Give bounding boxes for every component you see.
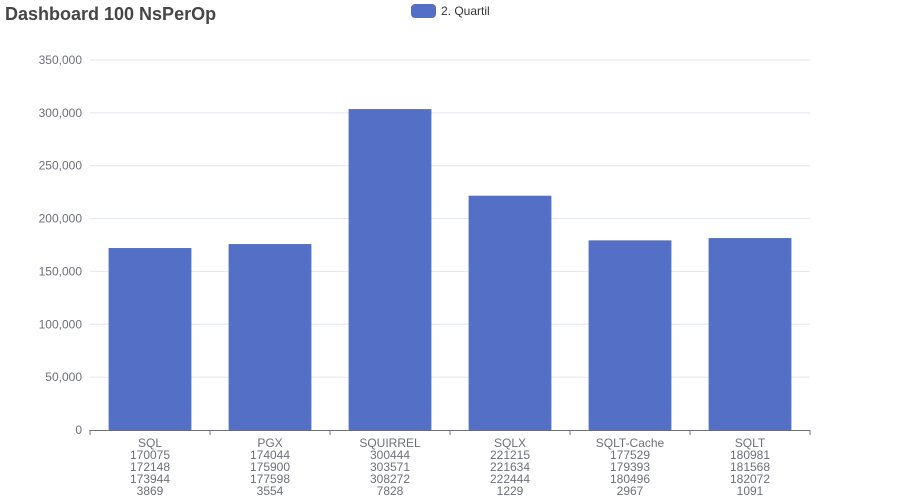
x-tick-label: SQL [138,436,162,450]
x-tick-label: SQLT-Cache [596,436,665,450]
bar-sql [108,248,192,430]
x-tick-label: SQLX [494,436,526,450]
y-tick-label: 150,000 [39,264,83,278]
x-tick-sublabel: 303571 [370,460,410,474]
x-tick-sublabel: 175900 [250,460,290,474]
x-tick-sublabel: 170075 [130,448,170,462]
x-tick-sublabel: 2967 [617,484,644,498]
bar-squirrel [348,109,432,430]
x-tick-sublabel: 179393 [610,460,650,474]
legend-item-series[interactable]: 2. Quartil [411,4,490,18]
x-tick-label: PGX [257,436,282,450]
y-tick-label: 0 [75,423,82,437]
x-tick-sublabel: 7828 [377,484,404,498]
x-tick-sublabel: 221634 [490,460,530,474]
x-tick-label: SQUIRREL [359,436,421,450]
x-tick-sublabel: 221215 [490,448,530,462]
x-tick-sublabel: 1091 [737,484,764,498]
legend-label: 2. Quartil [441,4,490,18]
chart-title: Dashboard 100 NsPerOp [5,4,217,24]
y-tick-label: 50,000 [45,370,82,384]
x-tick-sublabel: 182072 [730,472,770,486]
x-tick-sublabel: 308272 [370,472,410,486]
x-tick-sublabel: 177598 [250,472,290,486]
y-tick-label: 100,000 [39,317,83,331]
x-tick-sublabel: 300444 [370,448,410,462]
legend-swatch [411,4,436,18]
x-tick-sublabel: 174044 [250,448,290,462]
y-tick-label: 250,000 [39,159,83,173]
x-tick-sublabel: 172148 [130,460,170,474]
x-tick-sublabel: 222444 [490,472,530,486]
bar-sqlt-cache [588,240,672,430]
y-tick-label: 200,000 [39,212,83,226]
y-tick-label: 300,000 [39,106,83,120]
x-tick-sublabel: 181568 [730,460,770,474]
bar-sqlt [708,238,792,430]
x-tick-sublabel: 3869 [137,484,164,498]
bar-sqlx [468,195,552,430]
x-tick-sublabel: 1229 [497,484,524,498]
x-tick-sublabel: 180496 [610,472,650,486]
y-tick-label: 350,000 [39,53,83,67]
x-tick-sublabel: 177529 [610,448,650,462]
x-tick-label: SQLT [735,436,766,450]
x-tick-sublabel: 180981 [730,448,770,462]
bar-pgx [228,244,312,430]
x-tick-sublabel: 173944 [130,472,170,486]
x-tick-sublabel: 3554 [257,484,284,498]
